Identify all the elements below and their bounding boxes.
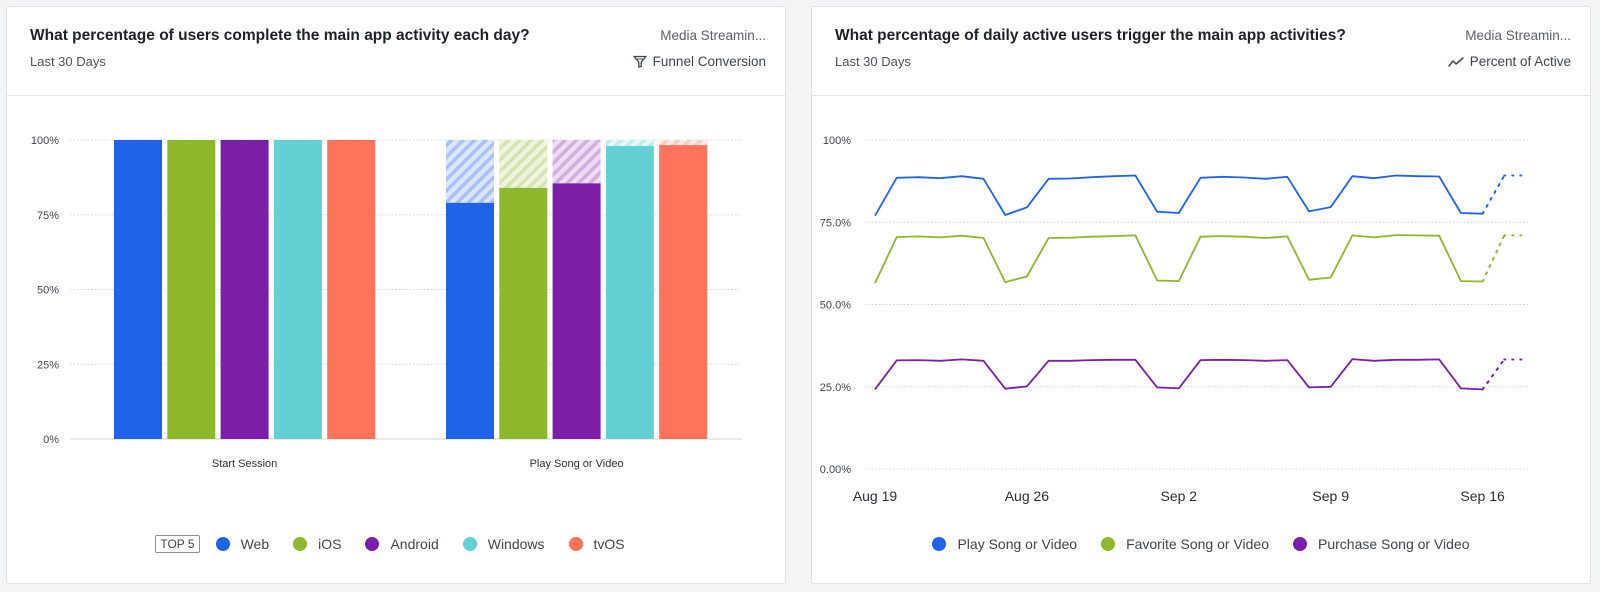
legend-item-android[interactable]: Android	[365, 536, 439, 552]
y-tick-label: 50.0%	[820, 300, 851, 312]
legend-label: Purchase Song or Video	[1318, 536, 1470, 552]
legend-item-windows[interactable]: Windows	[462, 536, 545, 552]
project-source-link[interactable]: Media Streamin...	[660, 28, 766, 43]
chart-legend: Play Song or Video Favorite Song or Video…	[812, 532, 1590, 556]
x-category-label: Start Session	[212, 458, 277, 470]
legend-swatch	[215, 537, 230, 551]
series-incomplete-segment	[1481, 174, 1506, 215]
series-incomplete-segment	[1481, 358, 1506, 391]
metric-label: Percent of Active	[1469, 54, 1571, 69]
x-tick-label: Aug 19	[853, 488, 898, 504]
trend-line-icon	[1447, 56, 1464, 68]
x-tick-label: Sep 16	[1460, 488, 1505, 504]
bar-ios[interactable]	[499, 187, 548, 439]
y-tick-label: 25%	[37, 359, 59, 371]
legend-label: Windows	[487, 536, 545, 552]
bar-web[interactable]	[114, 140, 162, 439]
legend-swatch	[1293, 537, 1308, 551]
bar-android[interactable]	[220, 140, 269, 439]
legend-item-ios[interactable]: iOS	[293, 536, 341, 552]
x-tick-label: Sep 9	[1312, 488, 1349, 504]
date-range-label: Last 30 Days	[835, 54, 911, 69]
legend-label: Android	[390, 536, 439, 552]
y-tick-label: 25.0%	[820, 382, 851, 394]
y-tick-label: 100%	[31, 135, 59, 147]
metric-type: Funnel Conversion	[633, 54, 766, 69]
legend-swatch	[462, 537, 477, 551]
percent-active-card: What percentage of daily active users tr…	[811, 6, 1591, 584]
chart-title[interactable]: What percentage of daily active users tr…	[835, 27, 1346, 44]
bar-dropoff-ios[interactable]	[499, 140, 548, 188]
legend-item-tvos[interactable]: tvOS	[568, 536, 625, 552]
card-header: What percentage of daily active users tr…	[812, 7, 1590, 96]
legend-swatch	[932, 537, 947, 551]
series-line-favorite-song-or-video[interactable]	[874, 234, 1483, 284]
bar-windows[interactable]	[605, 145, 654, 440]
project-source-link[interactable]: Media Streamin...	[1465, 28, 1571, 43]
funnel-bar-chart: 0% 25% 50% 75% 100% Start Session Play Song or…	[31, 135, 742, 470]
bar-dropoff-tvos[interactable]	[659, 140, 708, 146]
series-incomplete-segment	[1481, 234, 1506, 283]
y-tick-label: 75%	[37, 210, 59, 222]
bar-windows[interactable]	[273, 140, 322, 439]
x-tick-label: Aug 26	[1005, 488, 1050, 504]
legend-swatch	[293, 537, 308, 551]
funnel-conversion-card: What percentage of users complete the ma…	[6, 6, 786, 584]
y-tick-label: 100%	[823, 135, 851, 147]
legend-label: tvOS	[593, 536, 625, 552]
funnel-icon	[633, 55, 647, 68]
series-line-play-song-or-video[interactable]	[874, 174, 1483, 217]
legend-swatch	[568, 537, 583, 551]
y-tick-label: 0%	[43, 434, 59, 446]
bar-android[interactable]	[552, 183, 601, 439]
legend-item-purchase-song-or-video[interactable]: Purchase Song or Video	[1293, 536, 1470, 552]
bar-dropoff-windows[interactable]	[605, 140, 654, 146]
legend-item-web[interactable]: Web	[215, 536, 270, 552]
date-range-label: Last 30 Days	[30, 54, 106, 69]
legend-item-play-song-or-video[interactable]: Play Song or Video	[932, 536, 1077, 552]
x-tick-label: Sep 2	[1161, 488, 1198, 504]
top-n-selector[interactable]: TOP 5	[155, 535, 200, 553]
bar-tvos[interactable]	[327, 140, 376, 439]
metric-label: Funnel Conversion	[652, 54, 766, 69]
legend-label: Favorite Song or Video	[1126, 536, 1270, 552]
legend-swatch	[365, 537, 380, 551]
series-line-purchase-song-or-video[interactable]	[874, 358, 1483, 391]
chart-title[interactable]: What percentage of users complete the ma…	[30, 27, 530, 44]
bar-dropoff-web[interactable]	[446, 140, 494, 203]
y-tick-label: 0.00%	[820, 464, 851, 476]
bar-dropoff-android[interactable]	[552, 140, 601, 184]
chart-legend: TOP 5 Web iOS Android Windows tvOS	[7, 532, 785, 556]
x-category-label: Play Song or Video	[530, 458, 624, 470]
legend-label: Play Song or Video	[957, 536, 1078, 552]
percent-active-line-chart: 0.00% 25.0% 50.0% 75.0% 100% Aug 19 Aug 26 Sep …	[820, 135, 1530, 504]
metric-type: Percent of Active	[1447, 54, 1571, 69]
bar-web[interactable]	[446, 202, 494, 439]
legend-label: iOS	[318, 536, 342, 552]
legend-swatch	[1101, 537, 1116, 551]
y-tick-label: 50%	[37, 285, 59, 297]
legend-item-favorite-song-or-video[interactable]: Favorite Song or Video	[1101, 536, 1269, 552]
y-tick-label: 75.0%	[820, 217, 851, 229]
bar-tvos[interactable]	[659, 145, 708, 439]
card-header: What percentage of users complete the ma…	[7, 7, 785, 96]
bar-ios[interactable]	[167, 140, 216, 439]
legend-label: Web	[240, 536, 270, 552]
